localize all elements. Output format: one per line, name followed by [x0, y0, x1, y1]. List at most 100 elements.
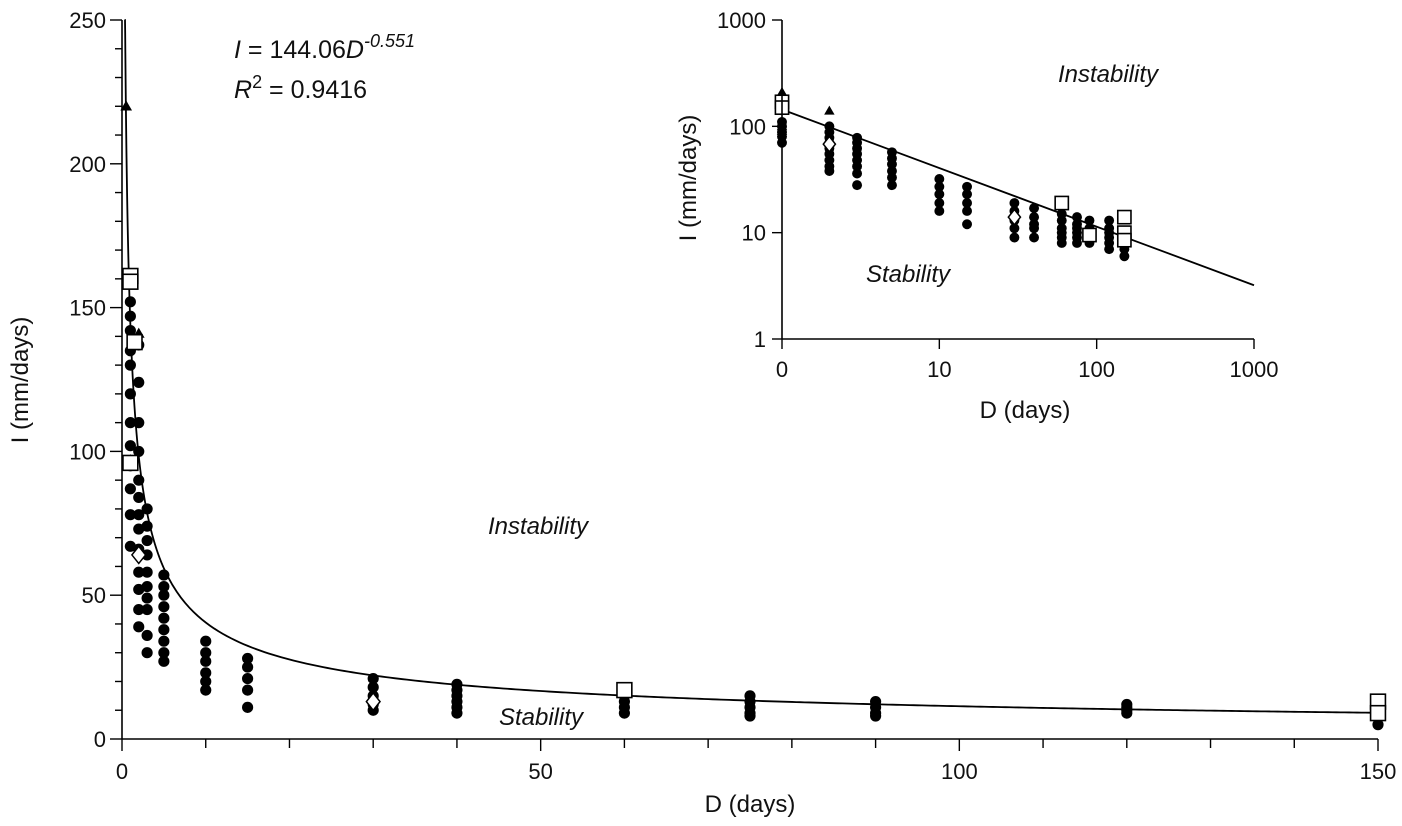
inset-instability-label: Instability — [1058, 61, 1160, 88]
main-point-circle — [133, 509, 145, 521]
main-point-circle — [158, 635, 170, 647]
main-point-circle — [133, 566, 145, 578]
inset-y-tick-label: 1 — [754, 327, 766, 352]
inset-point-circle — [962, 206, 972, 216]
inset-point-circle — [1056, 215, 1067, 226]
main-point-circle — [200, 667, 212, 679]
main-y-tick-label: 200 — [69, 152, 106, 177]
main-point-circle — [200, 635, 212, 647]
inset-point-circle — [1029, 232, 1040, 243]
main-point-square — [122, 454, 139, 472]
main-point-circle — [367, 673, 379, 685]
main-point-circle — [124, 417, 136, 429]
main-point-circle — [133, 621, 145, 633]
inset-point-circle — [1009, 223, 1020, 234]
main-point-circle — [158, 647, 170, 659]
main-point-circle — [158, 655, 170, 667]
inset-point-square — [1116, 209, 1132, 225]
inset-point-circle — [1009, 232, 1020, 243]
main-point-circle — [1372, 719, 1384, 731]
inset-y-tick-label: 1000 — [717, 8, 766, 33]
main-point-square — [122, 273, 139, 290]
inset-point-circle — [1056, 238, 1067, 248]
inset-x-tick-label: 100 — [1078, 357, 1115, 382]
inset-point-square — [1116, 232, 1132, 248]
inset-point-circle — [962, 198, 972, 208]
main-point-circle — [124, 388, 136, 400]
main-point-diamond — [130, 545, 147, 565]
main-stability-label: Stability — [499, 704, 585, 731]
inset-point-circle — [1104, 244, 1115, 255]
main-point-circle — [141, 520, 153, 532]
inset-point-square — [1082, 227, 1097, 243]
inset-x-tick-label: 1000 — [1230, 357, 1279, 382]
main-y-tick-label: 100 — [69, 439, 106, 464]
main-point-circle — [158, 580, 170, 593]
inset-point-square — [1054, 195, 1070, 211]
main-point-circle — [242, 661, 254, 673]
inset-point-circle — [934, 181, 945, 192]
main-point-circle — [124, 296, 136, 308]
main-data-points — [120, 100, 1387, 731]
main-point-circle — [133, 523, 145, 535]
inset-point-circle — [934, 189, 945, 200]
inset-point-circle — [1072, 212, 1082, 223]
inset-tick-labels: 0 10 100 1000 1 10 100 1000 — [717, 8, 1278, 382]
main-point-circle — [158, 569, 170, 581]
main-y-tick-label: 50 — [82, 583, 106, 608]
inset-point-circle — [1029, 212, 1040, 223]
inset-point-circle — [1084, 215, 1095, 226]
main-fit-curve — [124, 19, 1374, 714]
main-point-circle — [124, 540, 136, 552]
inset-y-axis-label: I (mm/days) — [675, 115, 702, 242]
main-point-circle — [158, 612, 170, 624]
main-point-circle — [141, 503, 153, 515]
main-y-tick-label: 150 — [69, 296, 106, 321]
main-point-diamond — [365, 691, 382, 712]
main-point-circle — [158, 589, 170, 601]
main-point-circle — [242, 701, 254, 713]
main-point-circle — [133, 417, 145, 429]
main-point-square — [616, 681, 633, 699]
inset-point-diamond — [822, 135, 837, 153]
inset-y-tick-label: 10 — [742, 221, 766, 246]
main-point-circle — [1121, 707, 1133, 719]
main-instability-label: Instability — [488, 513, 590, 540]
main-point-circle — [242, 684, 254, 696]
main-point-circle — [158, 624, 170, 636]
inset-point-circle — [852, 161, 863, 172]
main-point-circle — [141, 592, 153, 604]
inset-point-circle — [962, 189, 972, 200]
inset-point-circle — [1029, 223, 1040, 234]
main-point-triangle — [120, 100, 133, 111]
main-point-circle — [242, 652, 254, 665]
inset-point-circle — [934, 173, 945, 184]
main-point-circle — [124, 359, 136, 371]
inset-point-circle — [824, 166, 835, 176]
main-point-circle — [133, 583, 145, 596]
main-point-circle — [744, 710, 756, 722]
main-point-circle — [141, 580, 153, 593]
main-point-circle — [141, 604, 153, 616]
inset-point-circle — [887, 180, 897, 191]
main-point-circle — [124, 440, 136, 452]
equation-text: I = 144.06D-0.551 — [234, 31, 415, 64]
main-x-tick-label: 150 — [1360, 759, 1397, 784]
main-x-axis-label: D (days) — [705, 791, 796, 818]
inset-x-tick-label: 0 — [776, 357, 788, 382]
main-point-circle — [200, 684, 212, 696]
inset-y-tick-label: 100 — [729, 114, 766, 139]
main-axes — [110, 19, 1379, 751]
main-point-circle — [158, 601, 170, 613]
inset-x-tick-label: 10 — [927, 357, 951, 382]
inset-point-circle — [934, 198, 945, 208]
inset-point-circle — [1104, 215, 1115, 226]
main-point-square — [1369, 704, 1387, 722]
inset-point-circle — [1029, 203, 1040, 214]
main-point-circle — [200, 655, 212, 667]
main-x-tick-label: 100 — [941, 759, 978, 784]
inset-point-circle — [852, 168, 863, 179]
